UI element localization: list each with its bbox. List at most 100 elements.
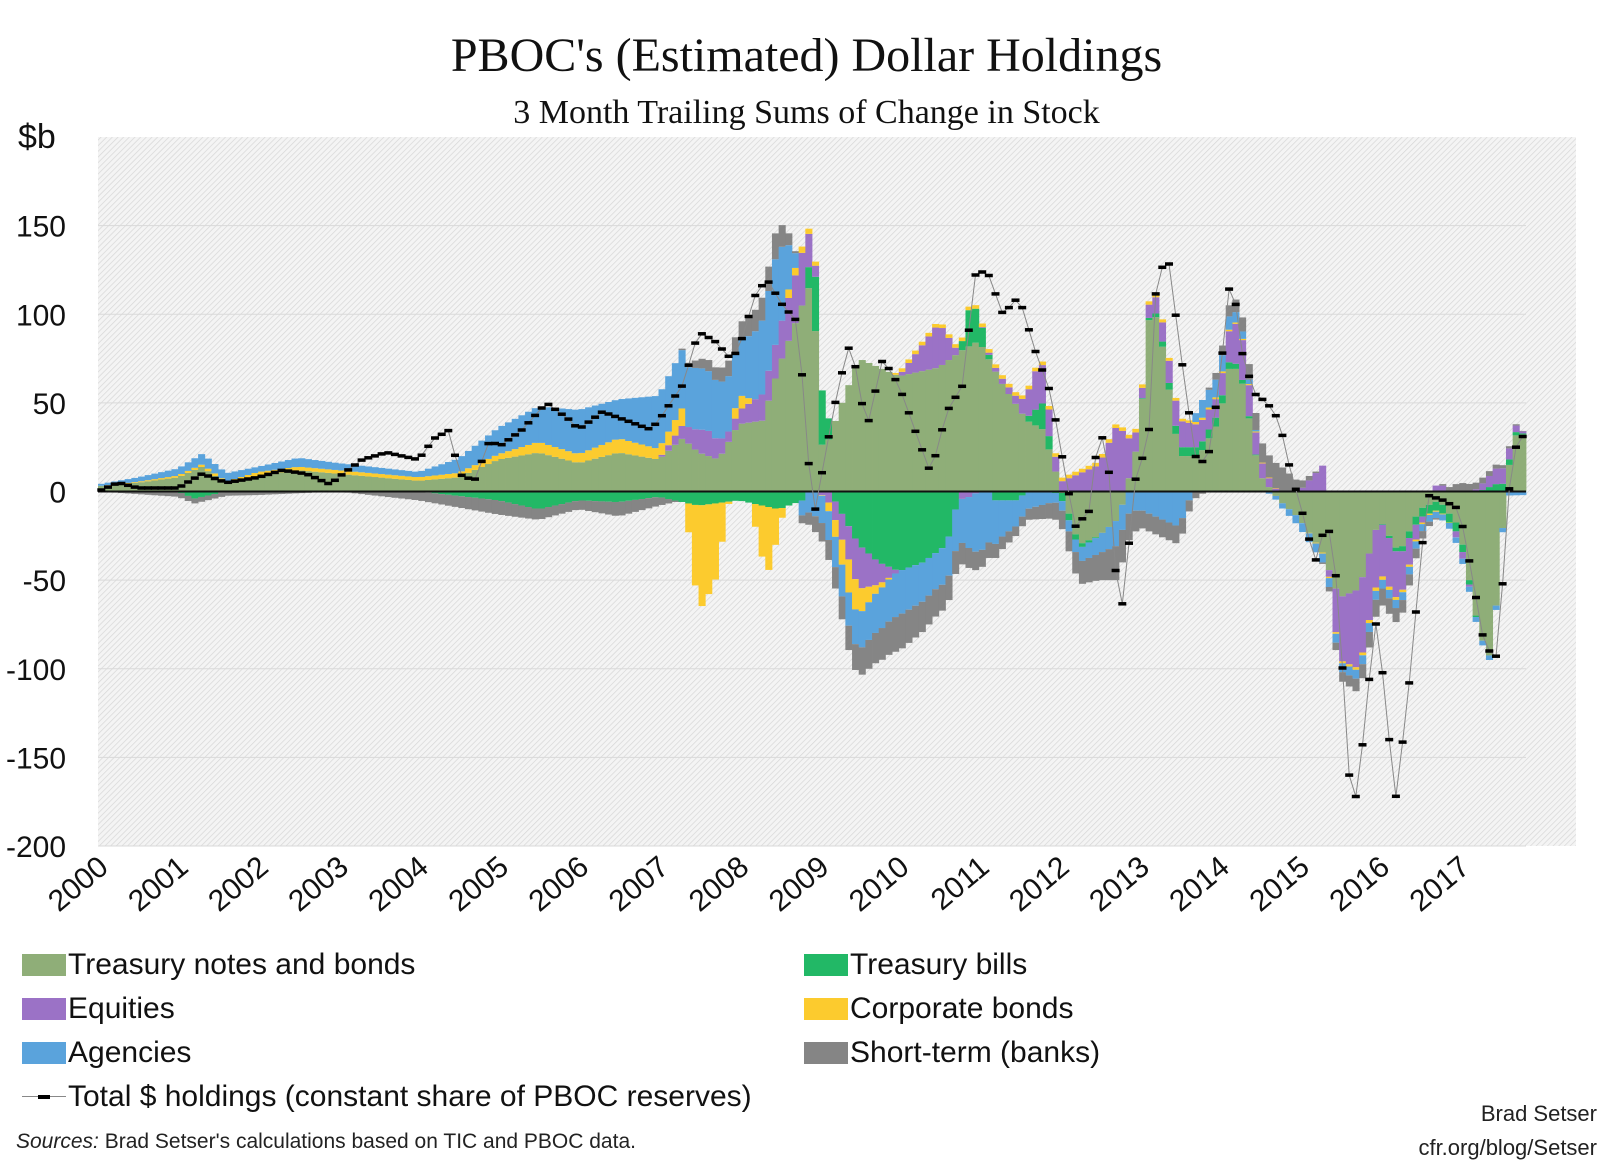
bar-segment-treasury-notes-bonds bbox=[585, 460, 592, 491]
bar-segment-short-term-banks bbox=[839, 596, 846, 619]
bar-segment-treasury-notes-bonds bbox=[151, 480, 158, 491]
bar-segment-corporate-bonds bbox=[1026, 386, 1033, 390]
bar-segment-treasury-notes-bonds bbox=[999, 384, 1006, 492]
bar-segment-equities bbox=[685, 427, 692, 444]
bar-segment-agencies bbox=[605, 402, 612, 442]
bar-segment-corporate-bonds bbox=[1112, 424, 1119, 428]
bar-segment-short-term-banks bbox=[1272, 463, 1279, 488]
bar-segment-treasury-notes-bonds bbox=[845, 385, 852, 491]
x-tick-label: 2005 bbox=[443, 850, 515, 918]
bar-segment-short-term-banks bbox=[558, 504, 565, 514]
bar-segment-agencies bbox=[218, 469, 225, 478]
bar-segment-equities bbox=[1012, 396, 1019, 404]
bar-segment-equities bbox=[979, 327, 986, 328]
bar-segment-treasury-notes-bonds bbox=[618, 453, 625, 491]
bar-segment-corporate-bonds bbox=[699, 505, 706, 606]
bar-segment-short-term-banks bbox=[1146, 514, 1153, 532]
bar-segment-treasury-notes-bonds bbox=[1006, 394, 1013, 491]
legend-label: Equities bbox=[68, 992, 175, 1026]
bar-segment-treasury-bills bbox=[785, 492, 792, 506]
bar-segment-corporate-bonds bbox=[919, 342, 926, 346]
bar-segment-treasury-notes-bonds bbox=[1146, 320, 1153, 491]
bar-segment-short-term-banks bbox=[892, 617, 899, 652]
bar-segment-short-term-banks bbox=[412, 492, 419, 500]
bar-segment-treasury-notes-bonds bbox=[1112, 492, 1119, 522]
bar-segment-treasury-bills bbox=[639, 492, 646, 500]
bar-segment-agencies bbox=[685, 367, 692, 427]
bar-segment-short-term-banks bbox=[999, 537, 1006, 550]
bar-segment-agencies bbox=[1426, 515, 1433, 522]
bar-segment-treasury-notes-bonds bbox=[1026, 422, 1033, 492]
bar-segment-corporate-bonds bbox=[205, 469, 212, 471]
bar-segment-treasury-notes-bonds bbox=[1239, 384, 1246, 492]
bar-segment-treasury-bills bbox=[1066, 514, 1073, 521]
bar-segment-short-term-banks bbox=[185, 496, 192, 501]
bar-segment-corporate-bonds bbox=[632, 443, 639, 456]
bar-segment-short-term-banks bbox=[845, 626, 852, 650]
bar-segment-treasury-notes-bonds bbox=[919, 371, 926, 491]
bar-segment-equities bbox=[1199, 420, 1206, 441]
bar-segment-corporate-bonds bbox=[131, 482, 138, 483]
bar-segment-equities bbox=[1046, 410, 1053, 437]
bar-segment-equities bbox=[1226, 331, 1233, 362]
bar-segment-treasury-notes-bonds bbox=[1099, 492, 1106, 533]
bar-segment-equities bbox=[745, 404, 752, 423]
bar-segment-short-term-banks bbox=[1486, 471, 1493, 476]
bar-segment-treasury-bills bbox=[538, 492, 545, 509]
bar-segment-equities bbox=[1179, 421, 1186, 447]
bar-segment-treasury-notes-bonds bbox=[945, 360, 952, 491]
bar-segment-corporate-bonds bbox=[672, 420, 679, 436]
bar-segment-agencies bbox=[645, 397, 652, 447]
bar-segment-short-term-banks bbox=[1066, 531, 1073, 551]
bar-segment-agencies bbox=[1126, 492, 1133, 514]
bar-segment-treasury-notes-bonds bbox=[965, 346, 972, 491]
bar-segment-agencies bbox=[1106, 527, 1113, 549]
bar-segment-corporate-bonds bbox=[572, 453, 579, 462]
bar-segment-corporate-bonds bbox=[598, 445, 605, 457]
bar-segment-treasury-bills bbox=[1419, 508, 1426, 517]
sources-text: Brad Setser's calculations based on TIC … bbox=[99, 1130, 636, 1153]
bar-segment-corporate-bonds bbox=[972, 305, 979, 309]
bar-segment-agencies bbox=[532, 408, 539, 443]
bar-segment-agencies bbox=[1413, 541, 1420, 548]
legend-label: Agencies bbox=[68, 1036, 191, 1070]
bar-segment-treasury-notes-bonds bbox=[679, 439, 686, 492]
bar-segment-short-term-banks bbox=[852, 644, 859, 670]
bar-segment-short-term-banks bbox=[899, 614, 906, 649]
bar-segment-treasury-notes-bonds bbox=[178, 476, 185, 492]
bar-segment-agencies bbox=[885, 580, 892, 622]
bar-segment-corporate-bonds bbox=[1186, 420, 1193, 422]
bar-segment-treasury-notes-bonds bbox=[639, 457, 646, 492]
bar-segment-corporate-bonds bbox=[565, 451, 572, 460]
bar-segment-treasury-notes-bonds bbox=[1292, 492, 1299, 516]
bar-segment-treasury-notes-bonds bbox=[685, 444, 692, 492]
bar-segment-treasury-notes-bonds bbox=[879, 369, 886, 492]
bar-segment-treasury-notes-bonds bbox=[765, 401, 772, 492]
legend: Treasury notes and bonds Treasury bills … bbox=[22, 948, 1222, 1128]
bar-segment-short-term-banks bbox=[812, 516, 819, 532]
bar-segment-treasury-bills bbox=[832, 492, 839, 502]
bar-segment-agencies bbox=[979, 492, 986, 550]
bar-segment-agencies bbox=[739, 340, 746, 396]
y-tick-label: 0 bbox=[49, 477, 66, 510]
bar-segment-agencies bbox=[278, 462, 285, 469]
bar-segment-equities bbox=[1246, 385, 1253, 416]
bar-segment-corporate-bonds bbox=[925, 333, 932, 337]
bar-segment-short-term-banks bbox=[792, 251, 799, 253]
bar-segment-corporate-bonds bbox=[792, 268, 799, 275]
bar-segment-agencies bbox=[1252, 430, 1259, 431]
bar-segment-equities bbox=[1112, 428, 1119, 492]
bar-segment-treasury-notes-bonds bbox=[625, 454, 632, 491]
x-tick-label: 2012 bbox=[1003, 850, 1075, 918]
bar-segment-treasury-bills bbox=[1439, 505, 1446, 514]
y-tick-label: 50 bbox=[33, 388, 66, 421]
bar-segment-treasury-bills bbox=[592, 492, 599, 502]
author-name: Brad Setser bbox=[1418, 1097, 1597, 1131]
bar-segment-equities bbox=[699, 430, 706, 454]
bar-segment-short-term-banks bbox=[752, 310, 759, 331]
bar-segment-equities bbox=[1052, 457, 1059, 472]
bar-segment-agencies bbox=[1486, 655, 1493, 660]
bar-segment-agencies bbox=[1079, 547, 1086, 561]
legend-swatch bbox=[22, 1042, 66, 1064]
bar-segment-treasury-notes-bonds bbox=[345, 475, 352, 492]
